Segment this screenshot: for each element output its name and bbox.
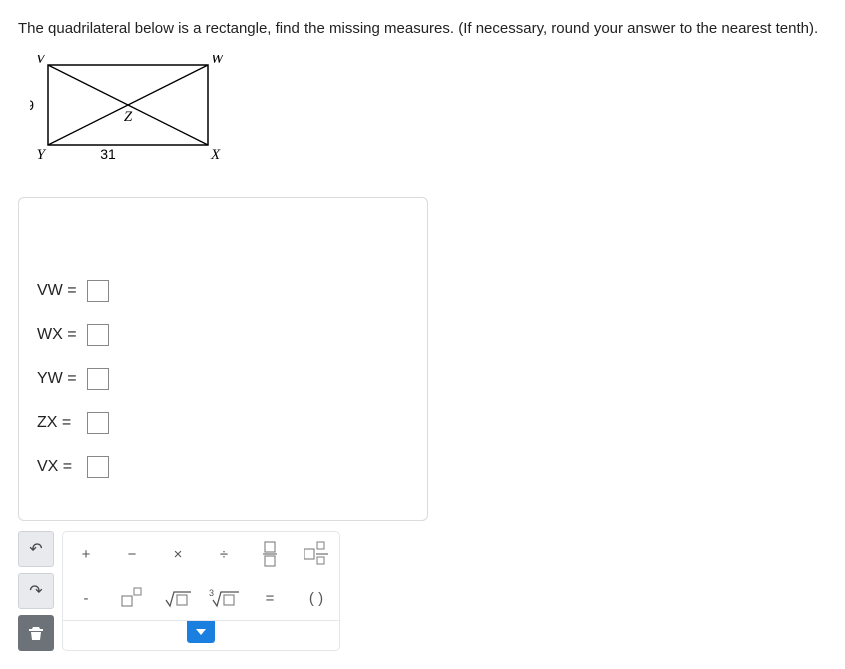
undo-button[interactable]: ↶ (18, 531, 54, 567)
svg-text:Z: Z (124, 109, 133, 125)
answer-input[interactable] (87, 280, 109, 302)
answer-label: VW = (37, 282, 87, 300)
palette-exponent[interactable] (109, 576, 155, 620)
palette-equals[interactable]: = (247, 576, 293, 620)
palette-plus[interactable]: + (63, 532, 109, 576)
svg-text:3: 3 (209, 588, 214, 598)
answer-label: ZX = (37, 414, 87, 432)
palette-divide[interactable]: ÷ (201, 532, 247, 576)
redo-button[interactable]: ↷ (18, 573, 54, 609)
answer-input[interactable] (87, 368, 109, 390)
answer-label: YW = (37, 370, 87, 388)
side-buttons: ↶↷ (18, 531, 54, 651)
palette-more-row (63, 620, 339, 642)
svg-text:V: V (36, 55, 47, 67)
svg-text:W: W (211, 55, 225, 67)
symbol-palette: +−×÷ - 3 =( ) (62, 531, 340, 651)
answer-row: WX = (37, 324, 409, 346)
math-toolbar: ↶↷ +−×÷ -3=( ) (18, 531, 827, 651)
answer-label: VX = (37, 458, 87, 476)
svg-text:X: X (210, 147, 221, 163)
answer-row: VX = (37, 456, 409, 478)
palette-neg[interactable]: - (63, 576, 109, 620)
answer-label: WX = (37, 326, 87, 344)
palette-parens[interactable]: ( ) (293, 576, 339, 620)
svg-text:19: 19 (30, 97, 34, 113)
svg-text:Y: Y (37, 147, 47, 163)
answer-input[interactable] (87, 324, 109, 346)
svg-text:31: 31 (100, 146, 116, 162)
palette-times[interactable]: × (155, 532, 201, 576)
answer-input[interactable] (87, 412, 109, 434)
trash-button[interactable] (18, 615, 54, 651)
answer-input[interactable] (87, 456, 109, 478)
palette-fraction[interactable] (247, 532, 293, 576)
question-prompt: The quadrilateral below is a rectangle, … (18, 18, 827, 39)
palette-cbrt[interactable]: 3 (201, 576, 247, 620)
palette-minus[interactable]: − (109, 532, 155, 576)
palette-sqrt[interactable] (155, 576, 201, 620)
answer-row: ZX = (37, 412, 409, 434)
palette-mixed[interactable] (293, 532, 339, 576)
rectangle-figure: V W Y X Z 19 31 (30, 55, 827, 177)
more-button[interactable] (187, 621, 215, 643)
answer-row: YW = (37, 368, 409, 390)
answer-panel: VW = WX = YW = ZX = VX = (18, 197, 428, 521)
answer-row: VW = (37, 280, 409, 302)
